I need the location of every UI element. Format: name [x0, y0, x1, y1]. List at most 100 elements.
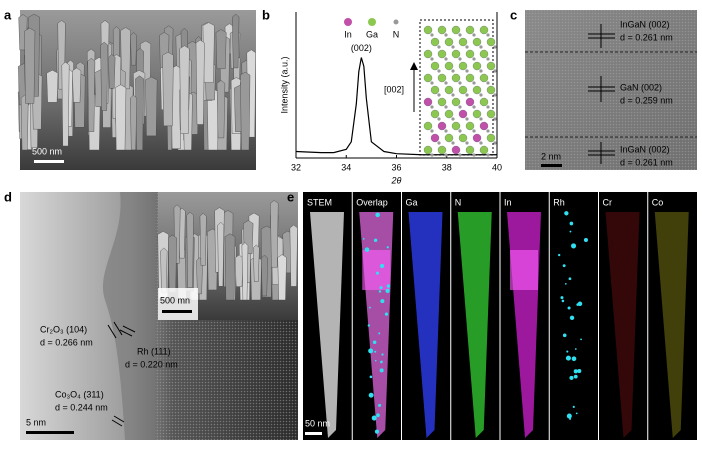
atom	[479, 73, 489, 83]
atom	[465, 93, 469, 97]
rh-particle	[569, 417, 572, 420]
arrow-head	[410, 62, 418, 70]
atom	[486, 81, 490, 85]
lattice	[525, 10, 697, 170]
rh-particle	[374, 359, 377, 362]
atom	[472, 109, 482, 119]
rh-particle	[368, 392, 374, 398]
atom	[479, 141, 483, 145]
nanorods	[157, 200, 298, 301]
nanorod	[199, 212, 207, 266]
rh-particle	[379, 368, 384, 373]
atom	[465, 45, 469, 49]
scale-bar	[541, 164, 562, 167]
nanorod	[195, 39, 205, 125]
atom	[458, 61, 468, 71]
rh-particle	[375, 212, 380, 218]
atom	[465, 73, 475, 83]
legend-label: Ga	[366, 29, 378, 39]
atom	[472, 33, 476, 37]
nanorod	[162, 51, 174, 127]
atom	[451, 145, 461, 155]
rh-particle	[372, 340, 377, 345]
atom	[423, 145, 433, 155]
atom	[472, 153, 476, 157]
atom	[437, 97, 447, 107]
atom	[451, 97, 461, 107]
nanorod	[61, 61, 70, 147]
rh-particle	[380, 299, 385, 304]
nanorod	[115, 84, 127, 151]
xrd-chart: 32 34 36 38 40 2θ Intensity (a.u.) (002)	[279, 12, 502, 185]
nanorod	[24, 27, 36, 104]
atom	[451, 69, 455, 73]
atom	[479, 97, 489, 107]
atom	[423, 97, 433, 107]
rh-particle	[369, 375, 373, 379]
scale-bar-label: 50 nm	[305, 418, 330, 428]
rh-particle	[379, 286, 383, 290]
rh-particle	[576, 303, 580, 306]
nanorod	[179, 45, 190, 134]
panel-label: b	[262, 7, 270, 22]
atom	[472, 57, 476, 61]
nanorod	[160, 247, 168, 293]
map-label: STEM	[307, 197, 332, 207]
rh-particle	[568, 277, 572, 281]
phase-spacing: d = 0.244 nm	[55, 402, 108, 412]
nanorod	[234, 254, 244, 287]
nanorod-map	[457, 212, 492, 438]
rh-particle	[378, 290, 382, 293]
atom	[486, 129, 490, 133]
atom	[423, 73, 433, 83]
nanorod	[87, 57, 96, 132]
atom	[472, 61, 482, 71]
layer-spacing: d = 0.261 nm	[620, 32, 673, 42]
rh-particle	[577, 368, 582, 374]
nanorod-map	[408, 212, 443, 438]
atom	[437, 117, 441, 121]
atom	[437, 49, 447, 59]
atom	[423, 49, 433, 59]
nanorod	[216, 80, 226, 139]
nanorod	[270, 200, 279, 268]
atom	[437, 45, 441, 49]
rh-particle	[374, 429, 380, 434]
atom	[458, 133, 468, 143]
atom	[479, 25, 489, 35]
rh-particle	[569, 221, 574, 226]
atom	[458, 153, 462, 157]
rh-particle	[562, 264, 566, 268]
layer-name: InGaN (002)	[620, 144, 670, 154]
atom	[423, 25, 433, 35]
rh-particle	[562, 333, 567, 338]
spacing-markers	[107, 321, 136, 427]
rh-particle	[380, 360, 383, 363]
scale-bar-label: 500 nm	[32, 146, 62, 156]
rh-particle	[364, 247, 370, 252]
nanorods	[17, 13, 256, 151]
nanorod	[224, 233, 236, 301]
atom	[479, 117, 483, 121]
rh-particle	[373, 238, 378, 243]
atom	[437, 145, 447, 155]
atom	[451, 141, 455, 145]
spacing-markers	[588, 24, 615, 164]
map-label: In	[504, 197, 512, 207]
nanorod	[232, 13, 240, 69]
atom	[465, 97, 475, 107]
layer-name: GaN (002)	[620, 82, 662, 92]
phase-spacing: d = 0.220 nm	[125, 359, 178, 369]
panel-label: c	[510, 7, 517, 22]
atom	[472, 81, 476, 85]
scale-bar	[162, 310, 192, 313]
rh-particle	[574, 348, 577, 350]
rh-particle	[571, 356, 577, 362]
atom	[486, 153, 490, 157]
atom	[479, 69, 483, 73]
atom	[458, 33, 462, 37]
rh-particle	[376, 413, 380, 418]
nanorod	[168, 234, 177, 293]
rh-particle	[384, 312, 389, 316]
atom	[451, 45, 455, 49]
